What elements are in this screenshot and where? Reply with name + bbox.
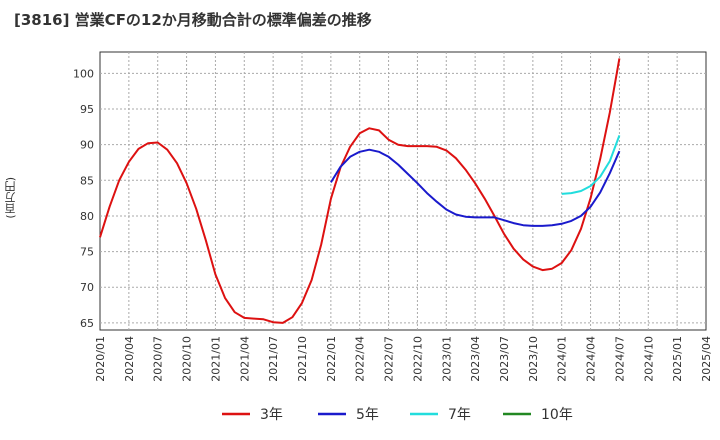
series-line-0 bbox=[99, 58, 621, 324]
legend-label-2: 7年 bbox=[448, 407, 471, 423]
legend-label-0: 3年 bbox=[260, 407, 283, 423]
x-tick-label: 2025/04 bbox=[700, 336, 713, 382]
x-tick-label: 2025/01 bbox=[671, 336, 684, 382]
series-layer bbox=[99, 58, 621, 324]
y-tick-label: 80 bbox=[80, 210, 94, 223]
series-line-1 bbox=[330, 148, 621, 227]
y-axis-ticks: 65 70 75 80 85 90 95 100 bbox=[73, 67, 94, 329]
x-tick-label: 2024/10 bbox=[642, 336, 655, 382]
y-tick-label: 65 bbox=[80, 317, 94, 330]
legend-label-3: 10年 bbox=[541, 407, 573, 423]
chart-title: [3816] 営業CFの12か月移動合計の標準偏差の推移 bbox=[14, 11, 372, 29]
x-tick-label: 2021/04 bbox=[238, 336, 251, 382]
x-tick-label: 2021/01 bbox=[209, 336, 222, 382]
legend-label-1: 5年 bbox=[356, 407, 379, 423]
y-tick-label: 75 bbox=[80, 246, 94, 259]
y-tick-label: 95 bbox=[80, 103, 94, 116]
series-line-2 bbox=[561, 135, 621, 195]
x-tick-label: 2023/07 bbox=[498, 336, 511, 382]
x-tick-label: 2023/04 bbox=[469, 336, 482, 382]
y-tick-label: 100 bbox=[73, 67, 94, 80]
x-tick-label: 2021/07 bbox=[267, 336, 280, 382]
x-tick-label: 2023/10 bbox=[527, 336, 540, 382]
x-tick-label: 2022/10 bbox=[411, 336, 424, 382]
y-tick-label: 70 bbox=[80, 281, 94, 294]
x-tick-label: 2021/10 bbox=[296, 336, 309, 382]
plot-area bbox=[99, 51, 707, 331]
x-tick-label: 2022/04 bbox=[354, 336, 367, 382]
x-tick-label: 2020/10 bbox=[181, 336, 194, 382]
x-tick-label: 2024/01 bbox=[556, 336, 569, 382]
x-axis-ticks: 2020/01 2020/04 2020/07 2020/10 2021/01 2021/… bbox=[94, 336, 713, 382]
plot-frame bbox=[99, 51, 707, 331]
y-tick-label: 90 bbox=[80, 139, 94, 152]
x-tick-label: 2022/07 bbox=[383, 336, 396, 382]
x-tick-label: 2024/07 bbox=[613, 336, 626, 382]
x-tick-label: 2022/01 bbox=[325, 336, 338, 382]
x-tick-label: 2020/01 bbox=[94, 336, 107, 382]
x-tick-label: 2023/01 bbox=[440, 336, 453, 382]
x-tick-label: 2020/07 bbox=[152, 336, 165, 382]
x-tick-label: 2024/04 bbox=[585, 336, 598, 382]
y-tick-label: 85 bbox=[80, 174, 94, 187]
grid-lines bbox=[100, 52, 706, 330]
legend: 3年 5年 7年 10年 bbox=[222, 407, 573, 423]
x-tick-label: 2020/04 bbox=[123, 336, 136, 382]
